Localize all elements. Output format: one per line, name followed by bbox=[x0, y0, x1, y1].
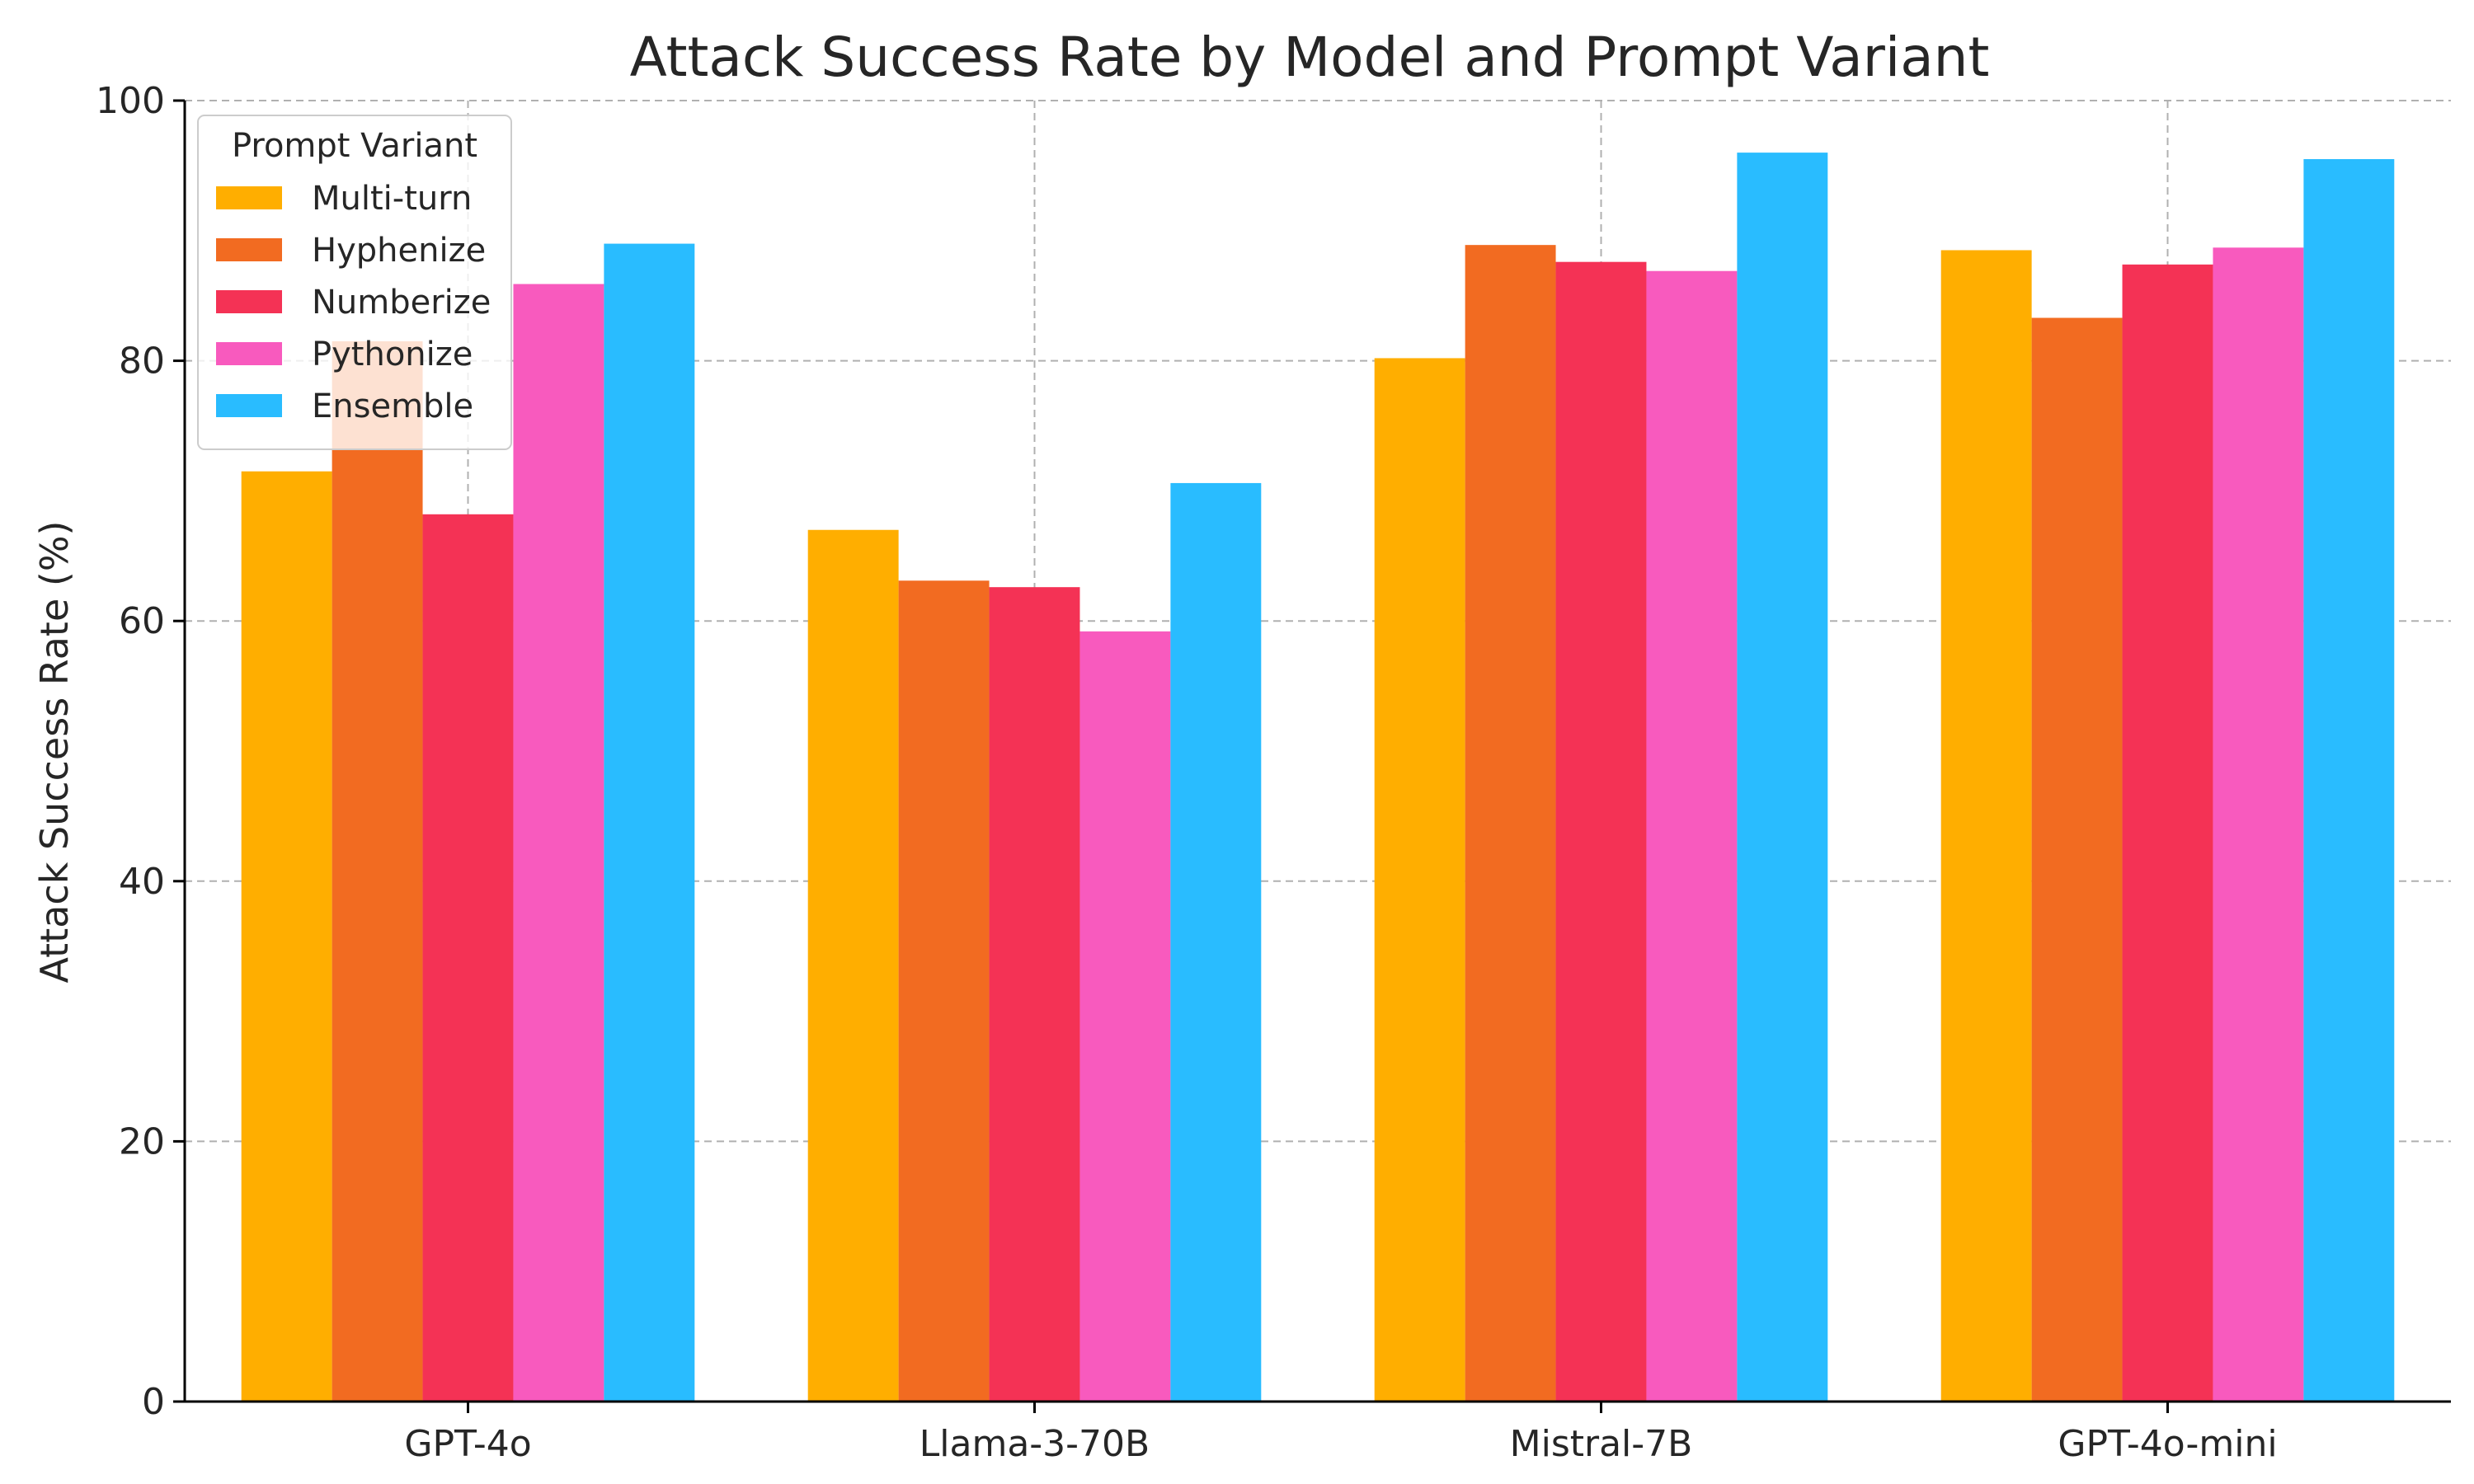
x-tick-label: GPT-4o bbox=[404, 1423, 531, 1465]
x-tick-label: Llama-3-70B bbox=[920, 1423, 1150, 1465]
y-tick-label: 20 bbox=[119, 1120, 165, 1162]
bar-multi-turn-gpt-4o-mini bbox=[1940, 250, 2032, 1402]
bar-hyphenize-llama-3-70b bbox=[898, 580, 990, 1402]
bars bbox=[241, 153, 2395, 1402]
bar-ensemble-gpt-4o bbox=[604, 243, 695, 1402]
bar-numberize-llama-3-70b bbox=[989, 587, 1080, 1402]
bar-ensemble-mistral-7b bbox=[1737, 153, 1828, 1402]
legend-swatch-multi-turn bbox=[216, 186, 282, 209]
legend-label-multi-turn: Multi-turn bbox=[312, 180, 472, 218]
legend-label-pythonize: Pythonize bbox=[312, 336, 473, 373]
legend-swatch-ensemble bbox=[216, 394, 282, 417]
legend-label-numberize: Numberize bbox=[312, 284, 491, 322]
y-tick-label: 0 bbox=[142, 1381, 165, 1423]
x-tick-label: GPT-4o-mini bbox=[2058, 1423, 2277, 1465]
bar-hyphenize-gpt-4o-mini bbox=[2031, 317, 2123, 1402]
legend-title: Prompt Variant bbox=[232, 127, 477, 165]
bar-multi-turn-llama-3-70b bbox=[807, 529, 899, 1402]
legend-swatch-pythonize bbox=[216, 342, 282, 365]
bar-multi-turn-mistral-7b bbox=[1374, 358, 1465, 1402]
bar-numberize-gpt-4o bbox=[422, 514, 514, 1402]
bar-numberize-mistral-7b bbox=[1555, 261, 1647, 1402]
bar-pythonize-mistral-7b bbox=[1646, 270, 1738, 1402]
legend: Prompt Variant Multi-turn Hyphenize Numberi… bbox=[197, 115, 512, 450]
y-tick-label: 60 bbox=[119, 600, 165, 642]
x-tick-label: Mistral-7B bbox=[1510, 1423, 1693, 1465]
bar-ensemble-llama-3-70b bbox=[1170, 482, 1262, 1402]
legend-swatch-numberize bbox=[216, 290, 282, 313]
axes: 0 20 40 60 80 100 GPT-4o Llama-3-70B Mistral-7B G… bbox=[96, 80, 2451, 1465]
bar-ensemble-gpt-4o-mini bbox=[2303, 159, 2395, 1402]
bar-hyphenize-gpt-4o bbox=[332, 340, 423, 1402]
bar-numberize-gpt-4o-mini bbox=[2122, 264, 2213, 1402]
y-tick-label: 80 bbox=[119, 340, 165, 383]
y-tick-label: 40 bbox=[119, 861, 165, 903]
bar-pythonize-gpt-4o-mini bbox=[2213, 247, 2304, 1402]
bar-pythonize-llama-3-70b bbox=[1079, 631, 1171, 1402]
bar-multi-turn-gpt-4o bbox=[241, 471, 332, 1402]
chart-title: Attack Success Rate by Model and Prompt … bbox=[630, 26, 1990, 89]
legend-label-ensemble: Ensemble bbox=[312, 387, 473, 425]
y-axis-label: Attack Success Rate (%) bbox=[32, 521, 77, 984]
legend-swatch-hyphenize bbox=[216, 238, 282, 261]
legend-label-hyphenize: Hyphenize bbox=[312, 232, 486, 270]
bar-pythonize-gpt-4o bbox=[513, 284, 604, 1402]
y-tick-label: 100 bbox=[96, 80, 165, 122]
bar-hyphenize-mistral-7b bbox=[1465, 245, 1556, 1402]
